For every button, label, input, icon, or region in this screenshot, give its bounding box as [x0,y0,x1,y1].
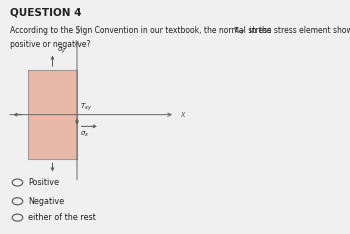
Text: Positive: Positive [28,178,59,187]
Text: in the stress element shown below is: in the stress element shown below is [247,26,350,35]
Bar [28,70,77,159]
Text: positive or negative?: positive or negative? [10,40,91,49]
Text: QUESTION 4: QUESTION 4 [10,7,82,17]
Text: x: x [180,110,185,119]
Text: Negative: Negative [28,197,64,206]
Text: According to the Sign Convention in our textbook, the normal stress: According to the Sign Convention in our … [10,26,274,35]
Text: either of the rest: either of the rest [28,213,96,222]
Text: $\sigma_y$: $\sigma_y$ [57,46,66,56]
Text: $\sigma_x$: $\sigma_x$ [80,130,89,139]
Text: $T_{xy}$: $T_{xy}$ [80,102,92,113]
Text: y: y [77,25,81,34]
Text: $\tau_{xy}$: $\tau_{xy}$ [233,26,246,37]
